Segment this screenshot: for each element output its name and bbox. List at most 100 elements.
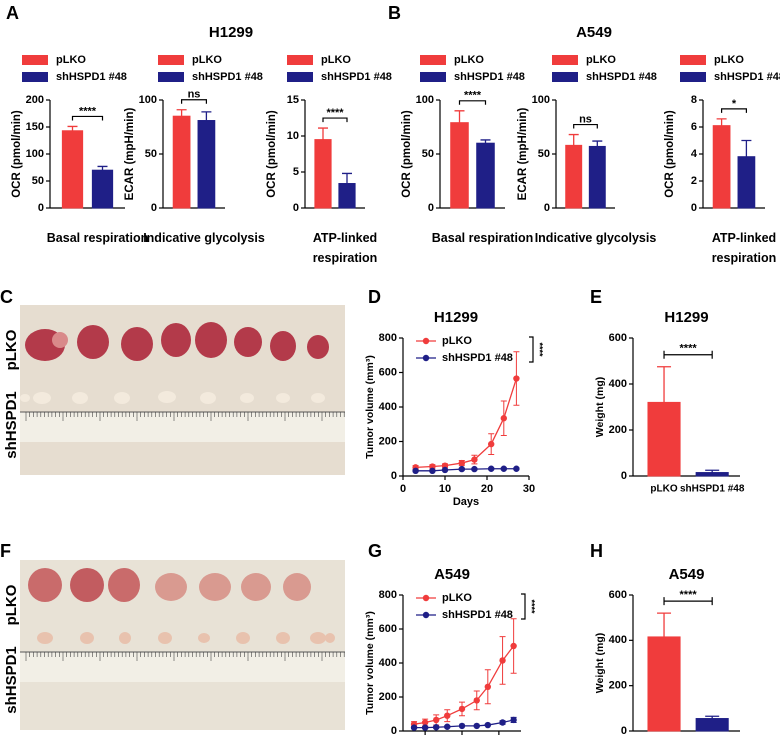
point: [513, 375, 520, 382]
error-bar: [454, 110, 465, 123]
legend-swatch: [552, 72, 578, 82]
legend-label: pLKO: [714, 54, 744, 66]
y-axis-label: ECAR (mpH/min): [517, 108, 529, 201]
bar: [695, 472, 729, 477]
x-axis-label-text: ATP-linked respiration: [312, 231, 378, 265]
legend-label: shHSPD1 #48: [56, 71, 127, 83]
row-label: shHSPD1: [3, 391, 20, 459]
y-tick-label: 0: [621, 725, 627, 737]
bar: [565, 144, 583, 209]
point: [444, 723, 451, 730]
significance: ****: [464, 90, 482, 102]
panel-label: E: [590, 287, 602, 307]
significance-bracket: [521, 593, 526, 620]
y-tick-label: 2: [691, 175, 697, 187]
y-tick-label: 50: [422, 148, 434, 160]
photo-f: [20, 560, 345, 730]
error-bar: [480, 139, 491, 144]
legend-swatch: [287, 55, 313, 65]
panel-label: H: [590, 541, 603, 561]
legend-swatch: [158, 55, 184, 65]
tumors-plko: [28, 568, 311, 602]
legend-label: shHSPD1 #48: [442, 609, 513, 621]
y-axis-label: OCR (pmol/min): [401, 110, 413, 198]
point: [510, 716, 517, 724]
y-axis-label: OCR (pmol/min): [664, 110, 676, 198]
panel-label: B: [388, 3, 401, 23]
y-tick-label: 0: [691, 202, 697, 214]
x-axis-label-text: Basal respiration: [431, 231, 534, 245]
y-tick-label: 100: [416, 94, 434, 106]
y-tick-label: 0: [391, 725, 397, 737]
y-tick-label: 800: [379, 589, 397, 601]
point: [488, 440, 495, 448]
x-tick-label: shHSPD1 #48: [680, 484, 745, 495]
significance: ****: [680, 589, 698, 601]
significance: ****: [326, 107, 344, 119]
y-tick-label: 0: [428, 202, 434, 214]
legend-marker: [422, 594, 430, 602]
legend-label: shHSPD1 #48: [454, 71, 525, 83]
error-bar: [657, 612, 672, 637]
y-tick-label: 200: [609, 424, 627, 436]
error-bar: [568, 133, 579, 146]
legend-label: pLKO: [56, 54, 86, 66]
error-bar: [318, 127, 328, 140]
significance-bracket: [458, 100, 487, 105]
point: [484, 683, 492, 690]
legend-label: shHSPD1 #48: [442, 352, 513, 364]
panel-label: F: [0, 541, 11, 561]
error-bar: [657, 366, 672, 403]
bar: [476, 142, 495, 209]
error-bar: [716, 118, 727, 126]
x-axis-label-text: Indicative glycolysis: [534, 231, 657, 245]
y-tick-label: 0: [293, 202, 299, 214]
y-tick-label: 400: [379, 401, 397, 413]
legend-label: pLKO: [321, 54, 351, 66]
y-tick-label: 400: [609, 634, 627, 646]
error-bar: [705, 469, 720, 473]
legend-swatch: [158, 72, 184, 82]
significance-bracket: [663, 597, 713, 606]
significance: ****: [79, 105, 97, 117]
y-tick-label: 50: [538, 148, 550, 160]
error-bar: [67, 125, 78, 131]
photo-c: [20, 305, 345, 475]
y-axis-label: Weight (mg): [594, 377, 606, 437]
point: [513, 465, 520, 472]
y-tick-label: 50: [32, 175, 44, 187]
bar: [647, 636, 681, 732]
legend-swatch: [420, 72, 446, 82]
legend-marker: [422, 337, 430, 345]
y-tick-label: 100: [26, 148, 44, 160]
y-axis-label: Weight (mg): [594, 633, 606, 693]
y-tick-label: 0: [151, 202, 157, 214]
bar: [737, 156, 756, 209]
y-tick-label: 5: [293, 166, 299, 178]
legend-marker: [422, 354, 430, 362]
x-axis-label: Indicative glycolysis: [143, 231, 265, 245]
legend-marker: [422, 611, 430, 619]
legend-swatch: [680, 55, 706, 65]
point: [458, 705, 466, 713]
y-axis-label: ECAR (mpH/min): [124, 108, 136, 201]
legend-swatch: [287, 72, 313, 82]
y-tick-label: 150: [26, 121, 44, 133]
row-label: pLKO: [3, 584, 20, 625]
panel-label: D: [368, 287, 381, 307]
point: [458, 722, 466, 730]
y-tick-label: 200: [379, 691, 397, 703]
error-bar: [201, 111, 212, 121]
point: [500, 415, 507, 422]
legend-label: pLKO: [192, 54, 222, 66]
point: [432, 716, 440, 724]
x-tick-label: 20: [481, 483, 493, 495]
legend-swatch: [22, 55, 48, 65]
point: [429, 467, 436, 475]
y-tick-label: 800: [379, 332, 397, 344]
panel-label: C: [0, 287, 13, 307]
point: [421, 719, 429, 726]
y-tick-label: 600: [609, 589, 627, 601]
point: [499, 657, 506, 664]
line: [413, 645, 515, 725]
